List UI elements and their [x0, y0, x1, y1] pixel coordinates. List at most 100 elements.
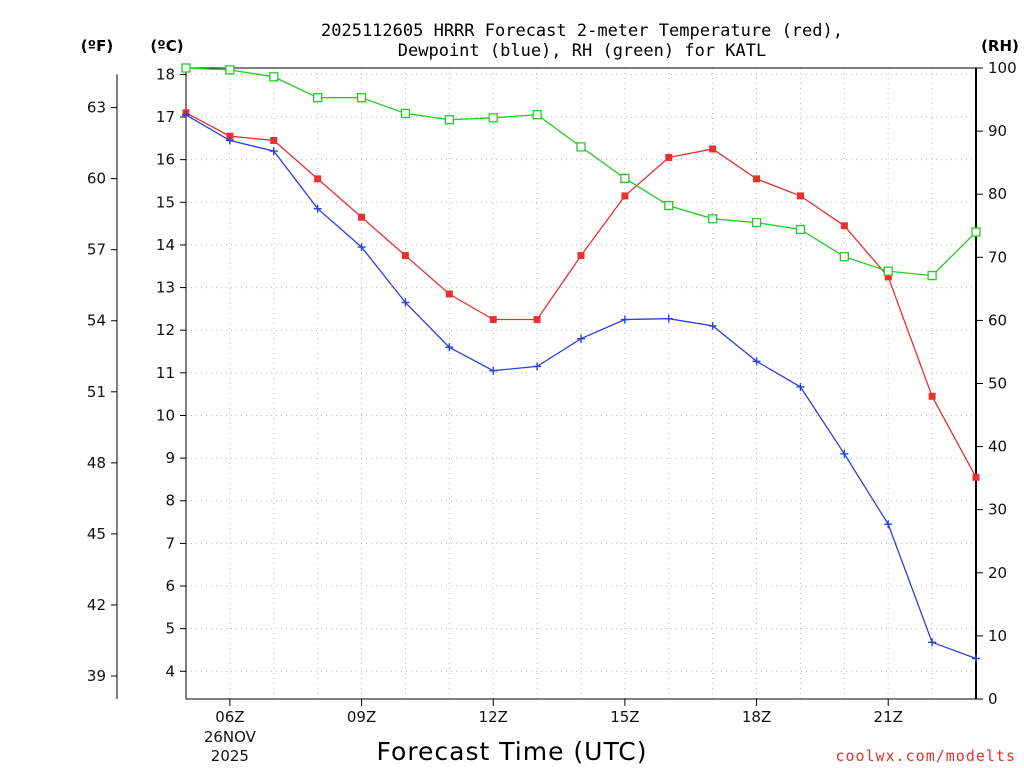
rh-point-7 — [269, 72, 279, 82]
dewpoint-point-21 — [884, 520, 893, 529]
rh-point-13 — [532, 110, 542, 120]
dewpoint-point-19 — [796, 382, 805, 391]
x-tick-label-09Z: 09Z — [347, 708, 376, 726]
rh-tick-label-0: 0 — [988, 690, 998, 708]
temperature-point-8 — [314, 175, 322, 183]
temperature-point-20 — [840, 222, 848, 230]
celsius-tick-label-10: 10 — [156, 406, 175, 424]
rh-tick-label-90: 90 — [988, 122, 1007, 140]
temperature-line — [185, 112, 977, 478]
dewpoint-point-17 — [708, 321, 717, 330]
temperature-point-18 — [753, 175, 761, 183]
rh-tick-label-30: 30 — [988, 501, 1007, 519]
temperature-point-17 — [709, 145, 717, 153]
temperature-point-23 — [972, 473, 980, 481]
dewpoint-point-6 — [225, 136, 234, 145]
rh-point-10 — [400, 108, 411, 119]
rh-tick-label-80: 80 — [988, 185, 1007, 203]
temperature-point-16 — [665, 154, 673, 162]
series-temperature — [182, 109, 980, 481]
rh-point-5 — [181, 63, 191, 73]
rh-tick-label-10: 10 — [988, 627, 1007, 645]
fahrenheit-tick-label-54: 54 — [87, 312, 106, 330]
temperature-point-14 — [577, 252, 585, 260]
dewpoint-point-7 — [269, 147, 278, 156]
rh-point-20 — [839, 252, 849, 262]
rh-tick-label-20: 20 — [988, 564, 1007, 582]
dewpoint-point-22 — [928, 638, 937, 647]
temperature-point-13 — [533, 316, 541, 324]
celsius-tick-label-18: 18 — [156, 65, 175, 83]
rh-tick-label-70: 70 — [988, 248, 1007, 266]
rh-point-21 — [883, 266, 893, 276]
credit-text: coolwx.com/modelts — [835, 747, 1016, 765]
celsius-tick-label-15: 15 — [156, 193, 175, 211]
dewpoint-point-20 — [840, 449, 849, 458]
rh-point-17 — [708, 214, 718, 224]
temperature-point-22 — [928, 392, 936, 400]
dewpoint-point-5 — [182, 110, 190, 119]
rh-point-9 — [356, 93, 367, 103]
dewpoint-point-9 — [357, 243, 366, 252]
dewpoint-line — [185, 114, 977, 660]
celsius-tick-label-11: 11 — [156, 364, 175, 382]
x-tick-label-18Z: 18Z — [742, 708, 771, 726]
rh-point-11 — [444, 115, 454, 125]
x-tick-sublabel-1: 26NOV — [204, 728, 257, 746]
fahrenheit-tick-label-42: 42 — [87, 596, 106, 614]
fahrenheit-tick-label-48: 48 — [87, 454, 106, 472]
rh-tick-label-100: 100 — [988, 59, 1017, 77]
x-tick-label-12Z: 12Z — [479, 708, 508, 726]
celsius-tick-label-5: 5 — [165, 620, 175, 638]
celsius-tick-label-9: 9 — [165, 449, 175, 467]
temperature-point-19 — [796, 192, 804, 200]
fahrenheit-tick-label-63: 63 — [87, 99, 106, 117]
dewpoint-point-10 — [401, 298, 410, 307]
rh-point-22 — [927, 270, 937, 281]
x-tick-label-06Z: 06Z — [215, 708, 244, 726]
rh-tick-label-40: 40 — [988, 438, 1007, 456]
x-tick-label-21Z: 21Z — [874, 708, 903, 726]
rh-point-6 — [225, 65, 235, 75]
series-dewpoint — [182, 110, 980, 663]
fahrenheit-tick-label-51: 51 — [87, 383, 106, 401]
chart-title-line-1: 2025112605 HRRR Forecast 2-meter Tempera… — [321, 21, 843, 41]
series-rh — [181, 63, 981, 281]
fahrenheit-tick-label-57: 57 — [87, 241, 106, 259]
rh-point-12 — [488, 113, 498, 123]
temperature-point-12 — [489, 316, 497, 324]
grid — [186, 68, 976, 699]
rh-point-16 — [664, 200, 674, 211]
x-tick-label-15Z: 15Z — [610, 708, 639, 726]
dewpoint-point-15 — [620, 315, 629, 324]
fahrenheit-tick-label-39: 39 — [87, 667, 106, 685]
celsius-tick-label-7: 7 — [165, 534, 175, 552]
fahrenheit-unit-label: (ºF) — [81, 37, 113, 55]
x-tick-sublabel-2: 2025 — [211, 747, 249, 765]
temperature-point-11 — [445, 290, 453, 298]
celsius-tick-label-8: 8 — [165, 492, 175, 510]
celsius-tick-label-17: 17 — [156, 108, 175, 126]
dewpoint-point-11 — [445, 343, 454, 352]
rh-point-14 — [576, 142, 586, 152]
temperature-point-15 — [621, 192, 629, 200]
x-axis-title: Forecast Time (UTC) — [377, 737, 648, 766]
dewpoint-point-8 — [313, 204, 322, 213]
series-layer — [181, 63, 981, 663]
celsius-tick-label-16: 16 — [156, 151, 175, 169]
temperature-point-6 — [226, 132, 234, 140]
dewpoint-point-23 — [972, 654, 980, 663]
rh-point-19 — [795, 224, 806, 235]
temperature-point-21 — [884, 273, 892, 281]
axes: 4567891011121314151617183942454851545760… — [87, 59, 1017, 765]
dewpoint-point-18 — [752, 357, 761, 366]
celsius-unit-label: (ºC) — [150, 37, 183, 55]
dewpoint-point-12 — [489, 366, 498, 375]
temperature-point-10 — [401, 252, 409, 260]
fahrenheit-tick-label-60: 60 — [87, 170, 106, 188]
rh-point-15 — [620, 173, 630, 184]
rh-tick-label-60: 60 — [988, 311, 1007, 329]
celsius-tick-label-6: 6 — [165, 577, 175, 595]
celsius-tick-label-14: 14 — [156, 236, 175, 254]
